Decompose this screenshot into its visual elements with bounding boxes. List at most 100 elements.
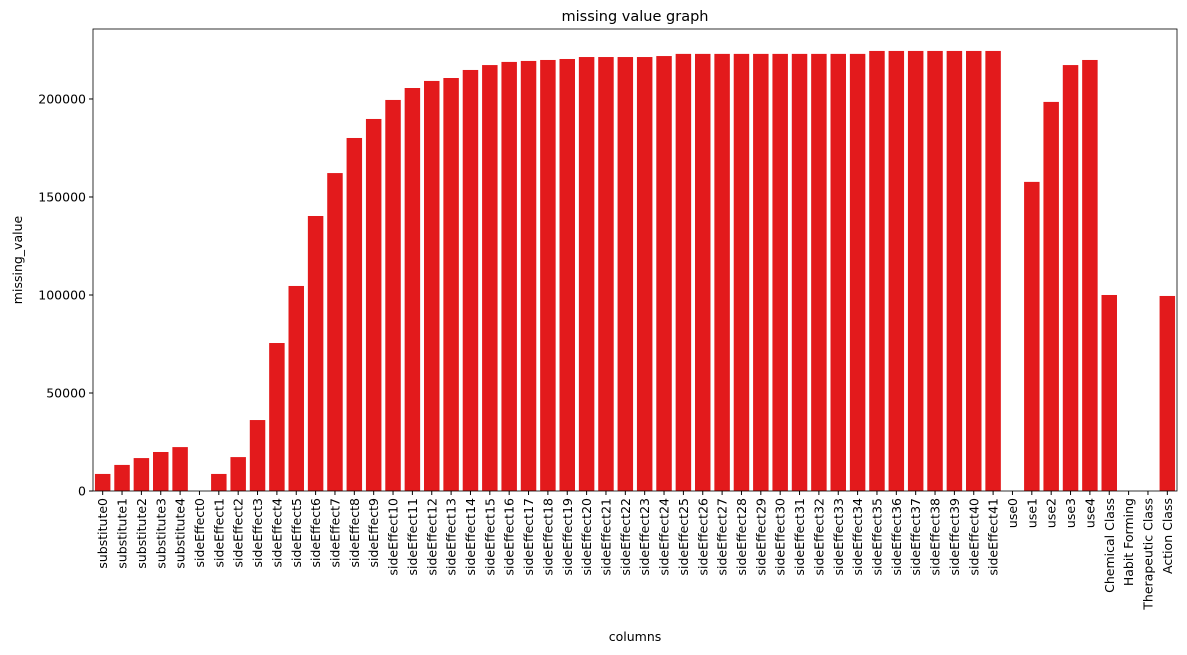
x-tick-label: sideEffect32 (811, 498, 826, 576)
x-tick-label: sideEffect13 (444, 498, 459, 576)
x-tick-label: sideEffect6 (308, 498, 323, 568)
x-tick-label: sideEffect37 (908, 498, 923, 576)
x-tick-label: sideEffect38 (928, 498, 943, 576)
x-tick-label: substitute2 (134, 498, 149, 569)
bar (1101, 294, 1117, 491)
x-tick-label: sideEffect27 (715, 498, 730, 576)
bar (772, 53, 788, 492)
x-tick-label: sideEffect30 (773, 498, 788, 576)
x-tick-label: Action Class (1160, 498, 1175, 574)
bar (1062, 65, 1079, 491)
x-axis-label: columns (609, 629, 662, 644)
bar (424, 80, 440, 491)
bar (985, 50, 1001, 491)
bar (966, 50, 982, 491)
bar (559, 58, 575, 492)
x-tick-label: use1 (1024, 498, 1039, 528)
bar (172, 447, 188, 491)
y-tick-label: 0 (78, 484, 86, 499)
bar (1159, 295, 1176, 491)
bar (656, 56, 672, 491)
x-tick-label: sideEffect5 (289, 498, 304, 568)
x-tick-label: sideEffect39 (947, 498, 962, 576)
bar (811, 53, 827, 492)
bar (211, 473, 227, 491)
x-tick-label: sideEffect14 (463, 498, 478, 576)
x-tick-label: sideEffect23 (637, 498, 652, 576)
bar (153, 451, 169, 491)
x-tick-label: sideEffect10 (386, 498, 401, 576)
x-tick-label: sideEffect7 (327, 498, 342, 568)
x-tick-label: use4 (1082, 498, 1097, 528)
x-tick-label: sideEffect4 (269, 498, 284, 568)
x-tick-label: Chemical Class (1102, 498, 1117, 593)
x-tick-label: sideEffect15 (482, 498, 497, 576)
bar (114, 464, 130, 491)
x-tick-label: sideEffect2 (231, 498, 246, 568)
x-tick-label: sideEffect28 (734, 498, 749, 576)
x-tick-label: sideEffect12 (424, 498, 439, 576)
x-tick-label: sideEffect19 (560, 498, 575, 576)
x-tick-label: sideEffect11 (405, 498, 420, 576)
x-tick-label: sideEffect40 (966, 498, 981, 576)
bar (462, 69, 479, 491)
bar (1024, 181, 1040, 491)
x-tick-label: sideEffect8 (347, 498, 362, 568)
x-tick-label: sideEffect0 (192, 498, 207, 568)
x-tick-label: use0 (1005, 498, 1020, 528)
x-tick-label: substitute1 (115, 498, 130, 569)
bar (675, 53, 692, 492)
x-tick-label: sideEffect20 (579, 498, 594, 576)
x-tick-label: sideEffect9 (366, 498, 381, 568)
x-tick-label: sideEffect31 (792, 498, 807, 576)
bar (501, 61, 517, 492)
x-tick-label: sideEffect36 (889, 498, 904, 576)
bar (598, 57, 614, 492)
bar (249, 420, 266, 491)
bar (636, 57, 653, 492)
y-tick-label: 100000 (38, 287, 86, 302)
bar (1043, 101, 1059, 492)
bar (753, 53, 769, 492)
x-tick-label: sideEffect24 (657, 498, 672, 576)
bar (695, 53, 711, 492)
x-tick-label: sideEffect35 (869, 498, 884, 576)
x-tick-label: sideEffect25 (676, 498, 691, 576)
bar (540, 59, 556, 491)
bar (482, 65, 498, 491)
y-tick-label: 200000 (38, 91, 86, 106)
bar (907, 50, 924, 491)
bar (327, 173, 343, 491)
bar (133, 458, 150, 491)
x-tick-label: use2 (1044, 498, 1059, 528)
x-tick-label: sideEffect1 (211, 498, 226, 568)
bar (269, 343, 285, 491)
bar (830, 53, 846, 492)
chart-title: missing value graph (562, 9, 709, 25)
bar (520, 60, 537, 491)
x-tick-label: sideEffect16 (502, 498, 517, 576)
bar (365, 118, 382, 491)
x-tick-label: sideEffect22 (618, 498, 633, 576)
x-tick-label: sideEffect34 (850, 498, 865, 576)
x-tick-label: sideEffect33 (831, 498, 846, 576)
bar (714, 53, 730, 492)
x-tick-label: sideEffect26 (695, 498, 710, 576)
y-tick-label: 150000 (38, 189, 86, 204)
bar (849, 53, 866, 492)
x-tick-label: sideEffect3 (250, 498, 265, 568)
x-tick-label: Habit Forming (1121, 498, 1136, 586)
x-tick-label: sideEffect21 (598, 498, 613, 576)
bar (869, 50, 885, 491)
bar (1082, 59, 1098, 491)
bar (946, 50, 963, 491)
bar (791, 53, 808, 492)
bar (230, 457, 246, 491)
bar (617, 57, 634, 492)
bar (927, 50, 943, 491)
bar (733, 53, 750, 492)
bar (404, 87, 421, 491)
bar (94, 473, 111, 491)
plot-frame (92, 28, 1178, 492)
